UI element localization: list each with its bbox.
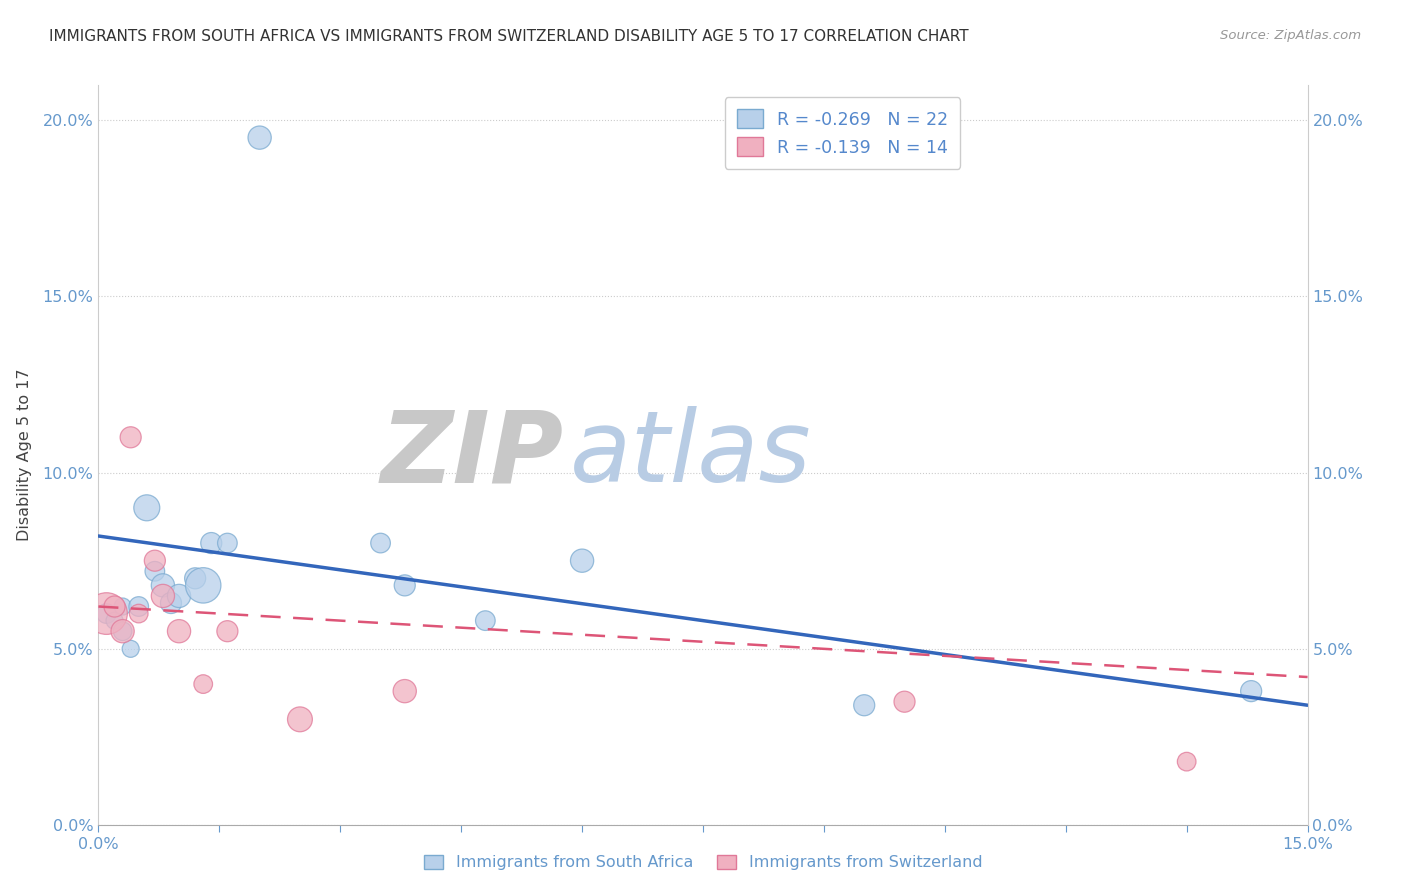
Point [160,596,183,610]
Point [394,684,416,698]
Point [571,554,593,568]
Point [167,589,190,603]
Point [167,624,190,639]
Point [120,641,142,656]
Point [103,614,125,628]
Point [217,536,239,550]
Point [217,624,239,639]
Text: atlas: atlas [569,407,811,503]
Point [111,599,134,614]
Y-axis label: Disability Age 5 to 17: Disability Age 5 to 17 [17,368,31,541]
Point [152,578,174,592]
Point [184,571,207,585]
Text: Source: ZipAtlas.com: Source: ZipAtlas.com [1220,29,1361,42]
Point [111,624,134,639]
Point [1240,684,1263,698]
Point [200,536,222,550]
Point [853,698,876,713]
Point [143,564,166,578]
Point [193,677,215,691]
Point [120,430,142,444]
Point [96,607,118,621]
Point [474,614,496,628]
Text: ZIP: ZIP [381,407,564,503]
Point [143,554,166,568]
Legend: Immigrants from South Africa, Immigrants from Switzerland: Immigrants from South Africa, Immigrants… [418,848,988,877]
Point [152,589,174,603]
Point [288,712,311,726]
Point [394,578,416,592]
Point [893,695,915,709]
Point [96,607,118,621]
Point [249,130,271,145]
Point [193,578,215,592]
Point [1175,755,1198,769]
Legend: R = -0.269   N = 22, R = -0.139   N = 14: R = -0.269 N = 22, R = -0.139 N = 14 [725,97,960,169]
Point [370,536,392,550]
Text: IMMIGRANTS FROM SOUTH AFRICA VS IMMIGRANTS FROM SWITZERLAND DISABILITY AGE 5 TO : IMMIGRANTS FROM SOUTH AFRICA VS IMMIGRAN… [49,29,969,44]
Point [128,607,150,621]
Point [128,599,150,614]
Point [111,624,134,639]
Point [103,599,125,614]
Point [135,500,157,515]
